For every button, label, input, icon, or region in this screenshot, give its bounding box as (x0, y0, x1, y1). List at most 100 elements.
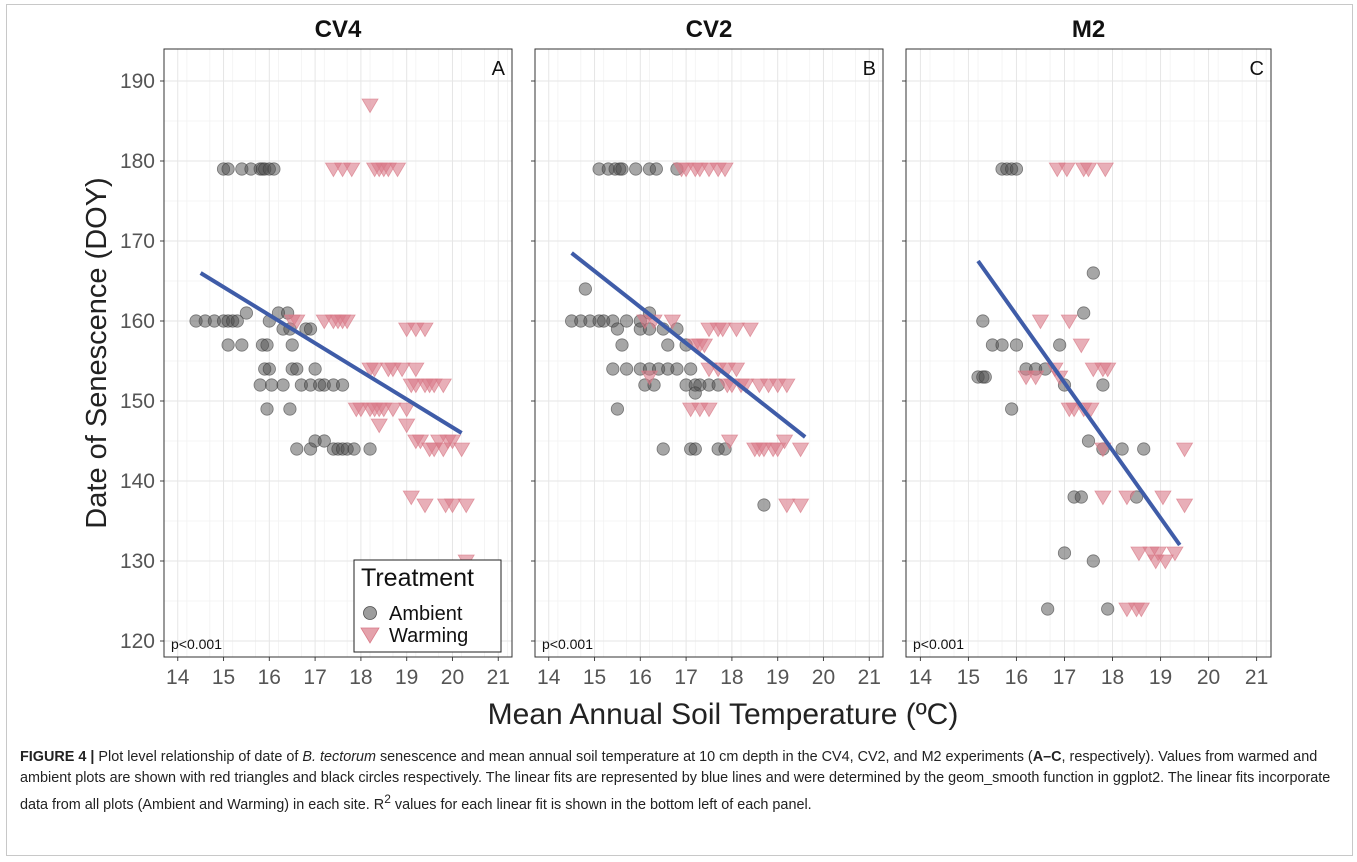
point-warming (365, 362, 384, 378)
point-ambient (629, 162, 643, 176)
point-warming (402, 490, 420, 506)
point-warming (1099, 362, 1117, 378)
point-ambient (661, 338, 675, 352)
point-warming (1094, 442, 1112, 458)
panel-letter: B (863, 58, 876, 80)
panel-CV4: 14 15 16 17 18 19 20 21 120 130 140 150 160 170 180 190… (120, 16, 513, 689)
point-ambient (1096, 378, 1110, 392)
point-ambient (1053, 338, 1067, 352)
point-ambient (260, 338, 274, 352)
point-ambient (230, 314, 244, 328)
y-tick-label: 160 (120, 310, 155, 333)
point-warming (778, 498, 796, 514)
point-ambient (1009, 338, 1024, 352)
x-tick-label: 18 (349, 666, 372, 689)
point-warming (791, 498, 810, 514)
point-ambient (221, 162, 235, 176)
point-warming (443, 498, 462, 514)
point-ambient (283, 402, 297, 416)
y-axis-title: Date of Senescence (DOY) (81, 177, 113, 528)
x-tick-label: 21 (1245, 666, 1268, 689)
point-warming (1156, 554, 1175, 570)
point-ambient (1074, 490, 1088, 504)
caption-text: senescence and mean annual soil temperat… (375, 749, 1033, 765)
point-ambient (239, 306, 254, 320)
x-tick-label: 21 (858, 666, 881, 689)
point-warming (778, 378, 796, 394)
y-tick-label: 190 (120, 70, 155, 93)
point-warming (791, 442, 810, 458)
point-warming (370, 418, 388, 434)
x-tick-label: 19 (1149, 666, 1172, 689)
point-ambient (1086, 266, 1100, 280)
chart-figure: 14 15 16 17 18 19 20 21 120 130 140 150 160 170 180 190… (81, 16, 1272, 731)
point-warming (700, 402, 718, 418)
x-tick-label: 14 (909, 666, 933, 689)
point-warming (727, 322, 746, 338)
x-tick-label: 15 (212, 666, 235, 689)
point-ambient (285, 338, 299, 352)
point-warming (1058, 162, 1076, 178)
point-ambient (1115, 442, 1129, 456)
point-warming (716, 162, 734, 178)
point-ambient (656, 442, 670, 456)
point-ambient (1086, 554, 1100, 568)
point-warming (741, 322, 759, 338)
point-warming (640, 370, 659, 386)
x-tick-label: 16 (629, 666, 652, 689)
point-ambient (1041, 602, 1055, 616)
p-value-annotation: p<0.001 (542, 636, 593, 652)
point-ambient (610, 402, 625, 416)
caption-text: , respectively). Values from warmed and … (20, 749, 1331, 813)
point-warming (397, 402, 416, 418)
x-tick-label: 19 (766, 666, 789, 689)
p-value-annotation: p<0.001 (913, 636, 964, 652)
y-tick-label: 140 (120, 470, 155, 493)
legend-warming-label: Warming (389, 625, 468, 647)
point-warming (407, 362, 425, 378)
point-warming (1096, 162, 1115, 178)
point-ambient (1057, 546, 1072, 560)
fit-line (199, 271, 463, 435)
point-ambient (1077, 306, 1091, 320)
caption-panel-range: A–C (1032, 749, 1062, 765)
x-tick-label: 20 (441, 666, 464, 689)
x-tick-label: 18 (720, 666, 743, 689)
point-ambient (335, 378, 350, 392)
point-ambient (267, 162, 281, 176)
x-tick-label: 17 (674, 666, 697, 689)
point-ambient (1005, 402, 1019, 416)
point-ambient (1137, 442, 1151, 456)
point-warming (411, 434, 430, 450)
x-tick-label: 18 (1101, 666, 1124, 689)
point-ambient (670, 362, 684, 376)
point-warming (338, 314, 356, 330)
panel-title: CV4 (315, 16, 362, 43)
x-tick-label: 16 (258, 666, 281, 689)
point-warming (1082, 402, 1100, 418)
point-ambient (363, 442, 377, 456)
point-warming (714, 322, 732, 338)
legend-box (353, 559, 502, 653)
point-warming (695, 338, 714, 354)
caption-superscript: 2 (384, 792, 391, 806)
point-warming (1175, 442, 1194, 458)
caption-text: Plot level relationship of date of (94, 749, 303, 765)
point-warming (416, 322, 434, 338)
point-ambient (615, 162, 629, 176)
point-ambient (290, 442, 304, 456)
point-ambient (317, 434, 331, 448)
y-tick-label: 180 (120, 150, 155, 173)
point-ambient (688, 386, 702, 400)
x-tick-label: 15 (583, 666, 606, 689)
panel-border (905, 48, 1272, 658)
caption-lead: FIGURE 4 | (20, 749, 95, 765)
point-warming (443, 434, 462, 450)
point-warming (416, 498, 434, 514)
point-ambient (1009, 162, 1024, 176)
point-warming (393, 362, 411, 378)
legend-ambient-marker (363, 606, 377, 620)
point-warming (768, 442, 787, 458)
point-warming (1079, 162, 1098, 178)
panel-background (535, 49, 883, 657)
